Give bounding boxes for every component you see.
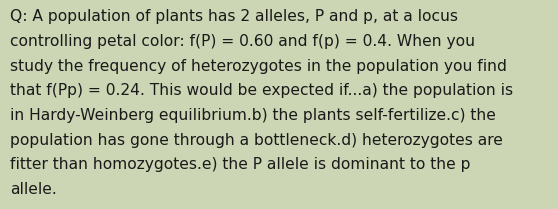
Text: Q: A population of plants has 2 alleles, P and p, at a locus: Q: A population of plants has 2 alleles,… (10, 9, 458, 24)
Text: allele.: allele. (10, 182, 57, 197)
Text: in Hardy-Weinberg equilibrium.b) the plants self-fertilize.c) the: in Hardy-Weinberg equilibrium.b) the pla… (10, 108, 496, 123)
Text: that f(Pp) = 0.24. This would be expected if...a) the population is: that f(Pp) = 0.24. This would be expecte… (10, 83, 513, 98)
Text: fitter than homozygotes.e) the P allele is dominant to the p: fitter than homozygotes.e) the P allele … (10, 157, 470, 172)
Text: study the frequency of heterozygotes in the population you find: study the frequency of heterozygotes in … (10, 59, 507, 74)
Text: controlling petal color: f(P) = 0.60 and f(p) = 0.4. When you: controlling petal color: f(P) = 0.60 and… (10, 34, 475, 49)
Text: population has gone through a bottleneck.d) heterozygotes are: population has gone through a bottleneck… (10, 133, 503, 148)
